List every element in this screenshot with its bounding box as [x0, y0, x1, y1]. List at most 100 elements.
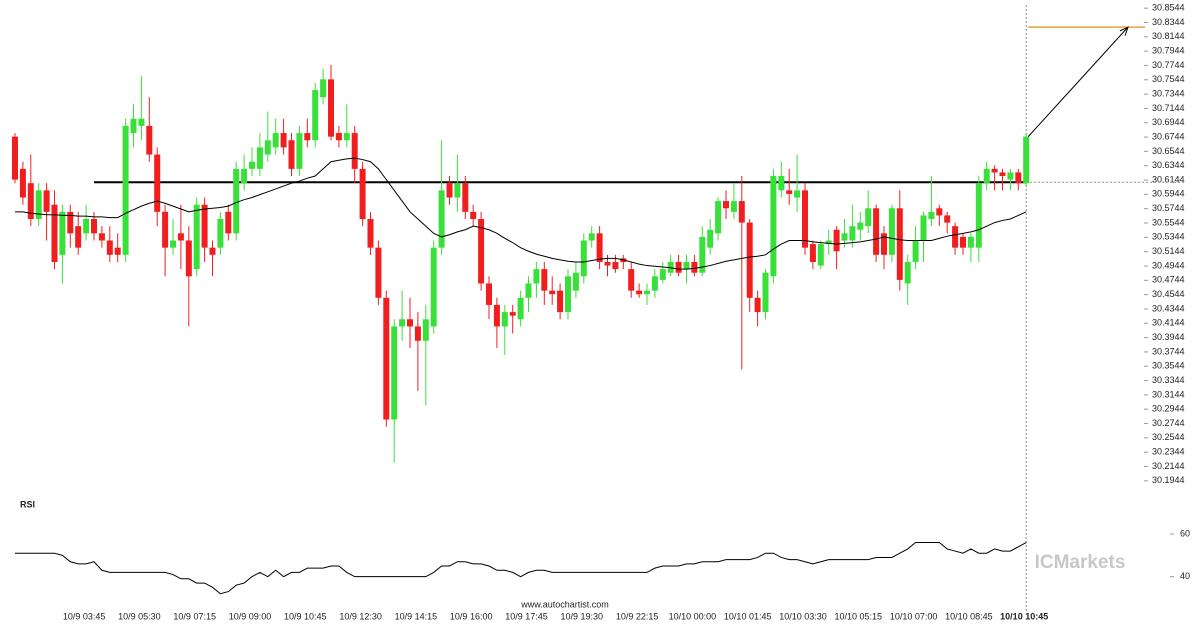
candle-body — [343, 133, 350, 141]
candle-body — [106, 240, 113, 255]
candle-body — [881, 233, 887, 255]
candle-body — [896, 208, 903, 280]
x-tick-label: 10/10 10:45 — [1000, 611, 1048, 621]
candle-body — [27, 183, 34, 220]
candle-body — [312, 90, 319, 141]
candle-body — [486, 283, 492, 305]
x-tick-label: 10/9 05:30 — [118, 611, 161, 621]
candle-body — [517, 297, 524, 320]
candle-body — [770, 176, 777, 277]
candle-body — [375, 247, 382, 298]
candle-body — [478, 219, 485, 284]
y-tick-label: 30.8344 — [1152, 17, 1185, 27]
candle-body — [391, 326, 398, 420]
y-tick-label: 30.2144 — [1152, 461, 1185, 471]
logo: ICMarkets — [1035, 552, 1126, 573]
source: www.autochartist.com — [520, 599, 609, 609]
candle-body — [904, 261, 911, 284]
y-tick-label: 30.5744 — [1152, 203, 1185, 213]
candle-body — [35, 190, 42, 220]
candle-body — [430, 247, 437, 327]
candle-body — [75, 226, 82, 248]
candle-body — [43, 190, 50, 212]
candle-body — [193, 204, 200, 270]
candle-body — [438, 190, 445, 248]
y-tick-label: 30.7544 — [1152, 74, 1185, 84]
candle-body — [91, 219, 97, 234]
candle-body — [328, 79, 334, 137]
candle-body — [944, 215, 951, 223]
x-tick-label: 10/9 09:00 — [229, 611, 272, 621]
candle-body — [588, 233, 595, 241]
candle-body — [185, 240, 192, 277]
candle-body — [83, 219, 90, 234]
candle-body — [493, 304, 500, 327]
candle-body — [604, 261, 611, 266]
candle-body — [162, 211, 169, 248]
candle-body — [723, 201, 729, 209]
y-tick-label: 30.3944 — [1152, 332, 1185, 342]
candle-body — [209, 247, 216, 255]
candle-body — [936, 208, 943, 216]
candle-body — [12, 136, 18, 180]
y-tick-label: 30.2544 — [1152, 432, 1185, 442]
y-tick-label: 30.4344 — [1152, 303, 1185, 313]
candle-body — [470, 211, 477, 220]
y-tick-label: 30.5944 — [1152, 189, 1185, 199]
y-tick-label: 30.3744 — [1152, 346, 1185, 356]
candle-body — [967, 236, 974, 248]
candle-body — [565, 276, 571, 313]
y-tick-label: 30.8144 — [1152, 31, 1185, 41]
candle-body — [170, 240, 176, 248]
y-tick-label: 30.7144 — [1152, 103, 1185, 113]
y-tick-label: 30.3344 — [1152, 375, 1185, 385]
candle-body — [794, 190, 801, 198]
candle-body — [320, 79, 327, 98]
y-tick-label: 30.6944 — [1152, 117, 1185, 127]
candle-body — [154, 154, 161, 212]
candle-body — [983, 168, 990, 184]
candle-body — [525, 283, 532, 298]
moving-average — [15, 157, 1027, 270]
candle-body — [422, 319, 429, 341]
candle-body — [241, 168, 248, 184]
candle-body — [636, 290, 643, 295]
candle-body — [699, 236, 706, 273]
y-tick-label: 30.7344 — [1152, 88, 1185, 98]
candle-body — [778, 176, 785, 191]
candle-body — [146, 125, 153, 155]
candle-body — [580, 240, 587, 277]
x-tick-label: 10/9 14:15 — [395, 611, 438, 621]
candle-body — [912, 240, 919, 262]
candle-body — [114, 247, 121, 255]
y-tick-label: 30.6744 — [1152, 131, 1185, 141]
candle-body — [707, 229, 714, 248]
candle-body — [999, 172, 1006, 177]
candle-body — [335, 133, 342, 141]
candle-body — [809, 244, 816, 262]
y-tick-label: 30.2344 — [1152, 447, 1185, 457]
candle-body — [533, 269, 540, 284]
candle-body — [351, 133, 358, 169]
candle-body — [541, 269, 548, 291]
candle-body — [549, 290, 556, 295]
y-tick-label: 30.7744 — [1152, 60, 1185, 70]
x-tick-label: 10/9 16:00 — [450, 611, 493, 621]
candle-body — [857, 222, 864, 230]
candle-body — [628, 269, 635, 291]
candle-body — [256, 147, 263, 169]
x-tick-label: 10/10 01:45 — [724, 611, 772, 621]
candle-body — [1007, 172, 1014, 180]
candle-body — [407, 319, 413, 327]
candle-body — [841, 233, 848, 241]
candle-body — [991, 168, 998, 173]
candle-body — [367, 219, 374, 248]
candle-body — [786, 190, 793, 194]
y-tick-label: 30.6144 — [1152, 174, 1185, 184]
candle-body — [233, 168, 240, 234]
rsi-line — [15, 542, 1027, 595]
candle-body — [201, 204, 208, 248]
candle-body — [296, 133, 303, 169]
candle-body — [288, 140, 295, 169]
forecast-arrow — [1027, 26, 1129, 137]
